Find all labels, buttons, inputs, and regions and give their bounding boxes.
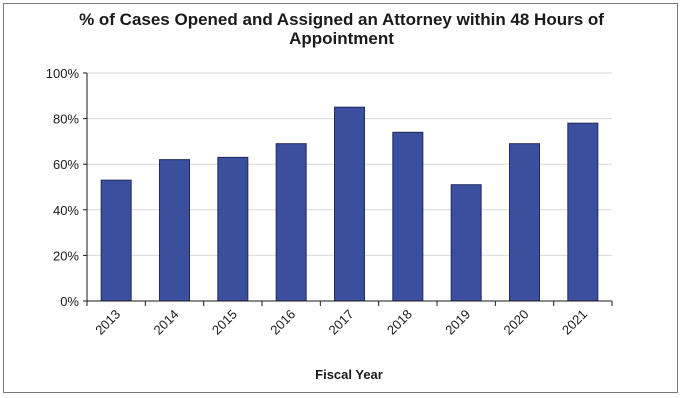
- x-tick-label: 2013: [92, 307, 123, 338]
- bar: [334, 106, 365, 302]
- y-tick-label: 100%: [46, 66, 80, 81]
- x-axis-label: Fiscal Year: [315, 367, 383, 382]
- x-tick-label: 2021: [559, 307, 590, 338]
- bar: [509, 143, 540, 302]
- chart-title-line-2: Appointment: [289, 29, 394, 48]
- y-tick-label: 0%: [60, 294, 79, 309]
- y-tick-label: 60%: [53, 157, 79, 172]
- y-tick-label: 80%: [53, 112, 79, 127]
- chart-title-line-1: % of Cases Opened and Assigned an Attorn…: [79, 10, 604, 29]
- bar: [392, 131, 424, 302]
- y-tick-label: 20%: [53, 248, 79, 263]
- x-tick-label: 2014: [151, 307, 182, 338]
- x-tick-label: 2017: [326, 307, 357, 338]
- bar: [275, 143, 307, 302]
- x-tick-label: 2019: [442, 307, 473, 338]
- bar: [217, 156, 249, 302]
- x-tick-label: 2016: [267, 307, 298, 338]
- chart-title: % of Cases Opened and Assigned an Attorn…: [0, 10, 683, 48]
- x-tick-label: 2020: [501, 307, 532, 338]
- bar: [159, 159, 190, 302]
- x-tick-label: 2015: [209, 307, 240, 338]
- bar: [450, 184, 482, 302]
- bar: [100, 179, 132, 302]
- x-tick-label: 2018: [384, 307, 415, 338]
- bar: [567, 122, 599, 302]
- y-tick-label: 40%: [53, 203, 79, 218]
